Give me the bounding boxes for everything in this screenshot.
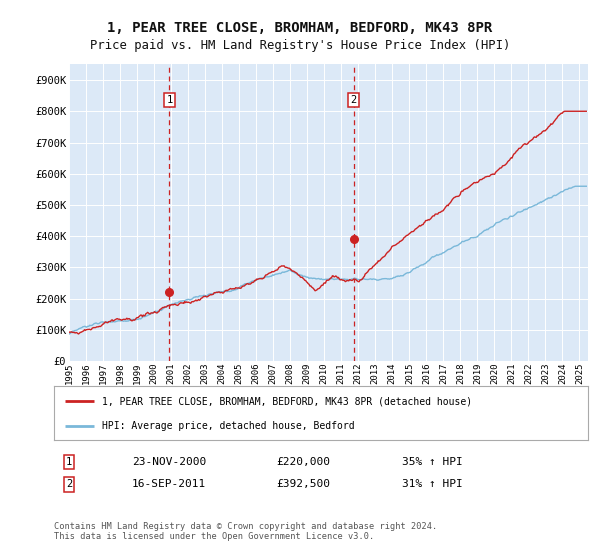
Text: 35% ↑ HPI: 35% ↑ HPI	[402, 457, 463, 467]
Text: 16-SEP-2011: 16-SEP-2011	[132, 479, 206, 489]
Text: 2: 2	[350, 95, 357, 105]
Text: 1, PEAR TREE CLOSE, BROMHAM, BEDFORD, MK43 8PR: 1, PEAR TREE CLOSE, BROMHAM, BEDFORD, MK…	[107, 21, 493, 35]
Text: Contains HM Land Registry data © Crown copyright and database right 2024.
This d: Contains HM Land Registry data © Crown c…	[54, 522, 437, 542]
Text: £220,000: £220,000	[276, 457, 330, 467]
Text: HPI: Average price, detached house, Bedford: HPI: Average price, detached house, Bedf…	[102, 421, 355, 431]
Text: 1: 1	[66, 457, 72, 467]
Text: 2: 2	[66, 479, 72, 489]
Text: 23-NOV-2000: 23-NOV-2000	[132, 457, 206, 467]
Text: 1, PEAR TREE CLOSE, BROMHAM, BEDFORD, MK43 8PR (detached house): 1, PEAR TREE CLOSE, BROMHAM, BEDFORD, MK…	[102, 396, 472, 407]
Text: 1: 1	[166, 95, 173, 105]
Text: 31% ↑ HPI: 31% ↑ HPI	[402, 479, 463, 489]
Text: Price paid vs. HM Land Registry's House Price Index (HPI): Price paid vs. HM Land Registry's House …	[90, 39, 510, 52]
Text: £392,500: £392,500	[276, 479, 330, 489]
